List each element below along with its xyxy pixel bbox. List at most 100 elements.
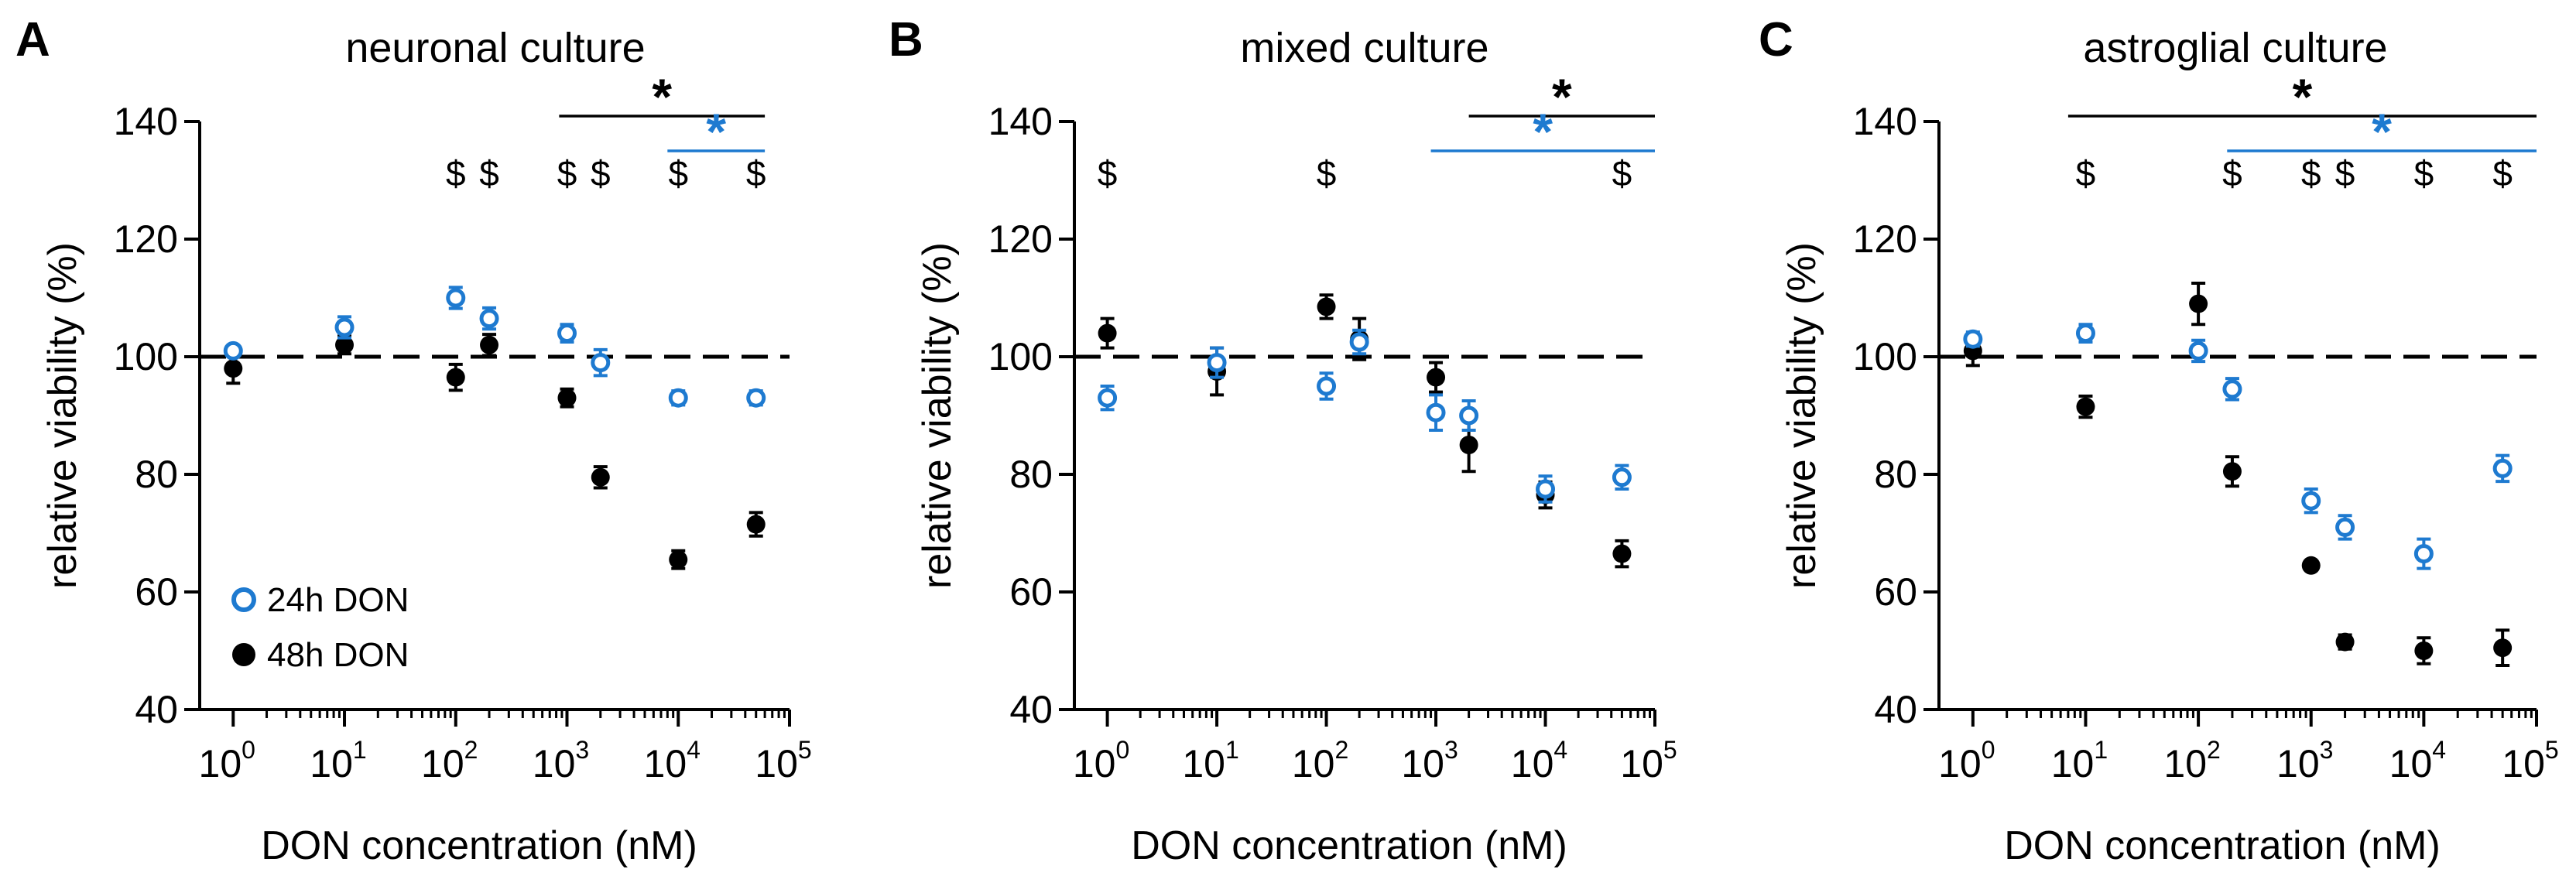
y-tick-label: 140 <box>1853 100 1917 143</box>
significance-star: * <box>652 68 672 125</box>
x-tick-base: 10 <box>1182 742 1225 785</box>
x-axis-title: DON concentration (nM) <box>261 823 697 868</box>
legend: 24h DON 48h DON <box>231 581 409 674</box>
x-tick-label: 102 <box>2163 736 2220 785</box>
x-tick-exponent: 1 <box>2094 736 2108 764</box>
panel-label: C <box>1759 13 1793 67</box>
data-point <box>1098 388 1118 408</box>
data-point <box>557 388 577 408</box>
x-tick-label: 105 <box>2502 736 2558 785</box>
dollar-mark: $ <box>2335 153 2355 193</box>
data-point <box>2222 462 2242 481</box>
y-tick-label: 140 <box>114 100 178 143</box>
significance-star: * <box>2372 103 2392 160</box>
x-tick-label: 102 <box>421 736 478 785</box>
y-axis-title: relative viability (%) <box>1780 242 1824 589</box>
dollar-mark: $ <box>746 153 766 193</box>
y-axis-title: relative viability (%) <box>915 242 960 589</box>
data-point <box>1536 479 1556 499</box>
dollar-mark: $ <box>591 153 611 193</box>
panel-title: neuronal culture <box>345 25 645 71</box>
data-point <box>2075 323 2095 344</box>
x-tick-exponent: 4 <box>687 736 701 764</box>
x-tick-base: 10 <box>1073 742 1116 785</box>
y-tick-label: 40 <box>1874 688 1917 731</box>
data-point <box>446 288 466 308</box>
dollar-mark: $ <box>557 153 577 193</box>
data-point <box>1317 297 1336 316</box>
x-tick-label: 105 <box>1620 736 1677 785</box>
x-tick-label: 104 <box>2389 736 2446 785</box>
dollar-mark: $ <box>2076 153 2096 193</box>
x-tick-label: 104 <box>1511 736 1567 785</box>
data-point <box>2335 517 2355 537</box>
x-tick-base: 10 <box>310 742 353 785</box>
x-tick-exponent: 5 <box>1663 736 1677 764</box>
significance-star: * <box>706 103 726 160</box>
data-point <box>334 317 355 337</box>
significance-star: * <box>1533 103 1553 160</box>
data-point <box>1317 376 1337 396</box>
panel-title: mixed culture <box>1240 25 1488 71</box>
series-48h-don <box>1963 282 2513 667</box>
data-point <box>668 388 688 408</box>
x-tick-base: 10 <box>644 742 687 785</box>
y-tick-label: 40 <box>135 688 178 731</box>
significance-star: * <box>1552 68 1572 125</box>
x-tick-exponent: 4 <box>2432 736 2446 764</box>
x-tick-base: 10 <box>1620 742 1663 785</box>
x-tick-base: 10 <box>533 742 576 785</box>
y-tick-label: 120 <box>114 217 178 261</box>
data-point <box>479 309 499 329</box>
data-point <box>2188 340 2208 361</box>
y-tick-label: 140 <box>988 100 1053 143</box>
data-point <box>2335 632 2355 652</box>
x-tick-label: 105 <box>755 736 811 785</box>
dollar-mark: $ <box>668 153 688 193</box>
x-tick-base: 10 <box>2051 742 2095 785</box>
series-24h-don <box>1963 323 2513 570</box>
x-tick-exponent: 3 <box>2320 736 2334 764</box>
data-point <box>591 353 611 373</box>
x-tick-exponent: 1 <box>353 736 367 764</box>
x-tick-label: 102 <box>1292 736 1348 785</box>
x-tick-label: 100 <box>1073 736 1129 785</box>
x-tick-base: 10 <box>755 742 798 785</box>
x-tick-exponent: 3 <box>1444 736 1458 764</box>
dollar-mark: $ <box>1098 153 1118 193</box>
x-tick-base: 10 <box>199 742 242 785</box>
data-point <box>1207 353 1227 373</box>
y-tick-label: 80 <box>1009 453 1053 496</box>
data-point <box>1963 329 1983 349</box>
data-point <box>591 467 610 487</box>
dollar-mark: $ <box>2414 153 2434 193</box>
x-tick-label: 101 <box>2051 736 2108 785</box>
y-tick-label: 100 <box>114 335 178 378</box>
data-point <box>2414 641 2434 660</box>
data-point <box>1427 368 1446 387</box>
data-point <box>2301 556 2321 575</box>
y-tick-label: 100 <box>988 335 1053 378</box>
y-tick-label: 80 <box>1874 453 1917 496</box>
data-point <box>1098 323 1117 343</box>
dollar-mark: $ <box>1612 153 1632 193</box>
legend-label: 24h DON <box>267 581 409 619</box>
data-point <box>1459 436 1478 454</box>
x-tick-label: 100 <box>1938 736 1995 785</box>
data-point <box>1349 332 1369 352</box>
legend-marker <box>232 643 255 666</box>
data-point <box>224 359 243 378</box>
x-tick-label: 103 <box>1401 736 1458 785</box>
data-point <box>1612 544 1632 563</box>
x-tick-label: 100 <box>199 736 255 785</box>
x-tick-label: 101 <box>1182 736 1238 785</box>
data-point <box>2493 638 2513 658</box>
y-tick-label: 60 <box>1874 570 1917 614</box>
x-tick-base: 10 <box>2163 742 2207 785</box>
y-tick-label: 120 <box>1853 217 1917 261</box>
data-point <box>746 388 766 408</box>
y-axis-title: relative viability (%) <box>40 242 85 589</box>
